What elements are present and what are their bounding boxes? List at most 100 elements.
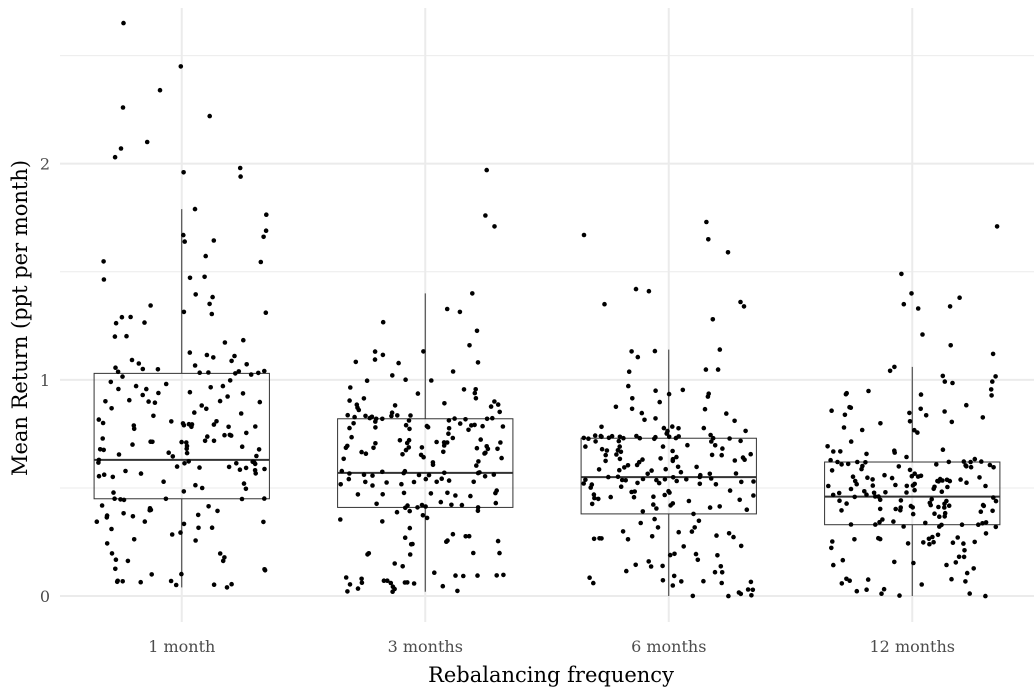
data-point <box>148 303 153 308</box>
data-point <box>112 334 118 339</box>
data-point <box>146 399 151 404</box>
data-point <box>651 494 656 500</box>
data-point <box>670 583 676 588</box>
data-point <box>181 422 187 428</box>
data-point <box>475 508 481 514</box>
data-point <box>953 560 959 565</box>
data-point <box>240 391 246 396</box>
data-point <box>962 548 967 553</box>
data-point <box>727 436 732 441</box>
data-point <box>708 432 713 438</box>
data-point <box>949 576 954 582</box>
data-point <box>101 259 106 264</box>
data-point <box>380 319 386 325</box>
data-point <box>979 459 984 464</box>
data-point <box>236 369 242 374</box>
data-point <box>957 295 962 301</box>
data-point <box>634 433 639 439</box>
data-point <box>204 406 209 412</box>
data-point <box>110 474 116 480</box>
data-point <box>256 447 262 452</box>
data-point <box>206 370 211 375</box>
data-point <box>671 573 677 579</box>
data-point <box>373 441 378 446</box>
data-point <box>363 413 368 419</box>
data-point <box>726 593 731 599</box>
data-point <box>912 481 917 487</box>
data-point <box>450 531 456 537</box>
data-point <box>949 419 955 425</box>
data-point <box>964 480 969 486</box>
data-point <box>649 534 655 539</box>
data-point <box>120 579 125 584</box>
data-point <box>648 564 654 569</box>
data-point <box>211 582 217 587</box>
data-point <box>836 490 842 496</box>
data-point <box>444 306 450 312</box>
data-point <box>204 352 210 358</box>
data-point <box>351 421 356 426</box>
data-point <box>983 483 988 489</box>
data-point <box>685 442 690 448</box>
data-point <box>446 418 452 423</box>
data-point <box>455 588 460 594</box>
data-point <box>130 514 136 519</box>
data-point <box>498 440 503 445</box>
data-point <box>690 593 696 599</box>
data-point <box>912 427 917 433</box>
data-point <box>363 479 368 485</box>
data-point <box>347 582 353 587</box>
data-point <box>355 492 361 497</box>
y-tick-label: 1 <box>40 371 50 390</box>
data-point <box>100 436 105 441</box>
data-point <box>918 406 923 412</box>
data-point <box>654 477 659 483</box>
data-point <box>963 579 968 584</box>
data-point <box>714 533 719 538</box>
data-point <box>359 580 365 585</box>
data-point <box>617 456 623 462</box>
data-point <box>839 462 844 467</box>
data-point <box>926 536 932 542</box>
data-point <box>679 579 684 584</box>
data-point <box>603 458 608 464</box>
data-point <box>918 473 924 479</box>
data-point <box>661 425 667 431</box>
data-point <box>442 401 447 406</box>
data-point <box>452 416 457 421</box>
data-point <box>118 497 123 502</box>
data-point <box>618 484 624 490</box>
data-point <box>990 508 995 514</box>
data-point <box>744 507 750 512</box>
data-point <box>466 427 471 433</box>
data-point <box>418 452 424 458</box>
data-point <box>680 387 686 393</box>
data-point <box>670 475 676 480</box>
data-point <box>959 522 965 527</box>
data-point <box>174 464 180 469</box>
data-point <box>720 446 725 451</box>
data-point <box>483 213 488 218</box>
data-point <box>237 165 243 171</box>
data-point <box>338 517 343 522</box>
data-point <box>662 492 667 498</box>
data-point <box>972 539 977 545</box>
data-point <box>121 497 127 503</box>
data-point <box>852 494 857 500</box>
data-point <box>950 540 956 545</box>
data-point <box>416 472 422 478</box>
data-point <box>629 406 635 412</box>
data-point <box>691 511 696 517</box>
data-point <box>193 538 198 543</box>
data-point <box>193 482 198 488</box>
data-point <box>450 435 456 441</box>
data-point <box>638 520 643 526</box>
data-point <box>608 494 613 500</box>
data-point <box>964 570 970 576</box>
data-point <box>457 309 463 315</box>
data-point <box>262 466 267 472</box>
data-point <box>942 505 947 510</box>
data-point <box>748 451 753 457</box>
data-point <box>217 551 223 556</box>
data-point <box>616 438 622 444</box>
